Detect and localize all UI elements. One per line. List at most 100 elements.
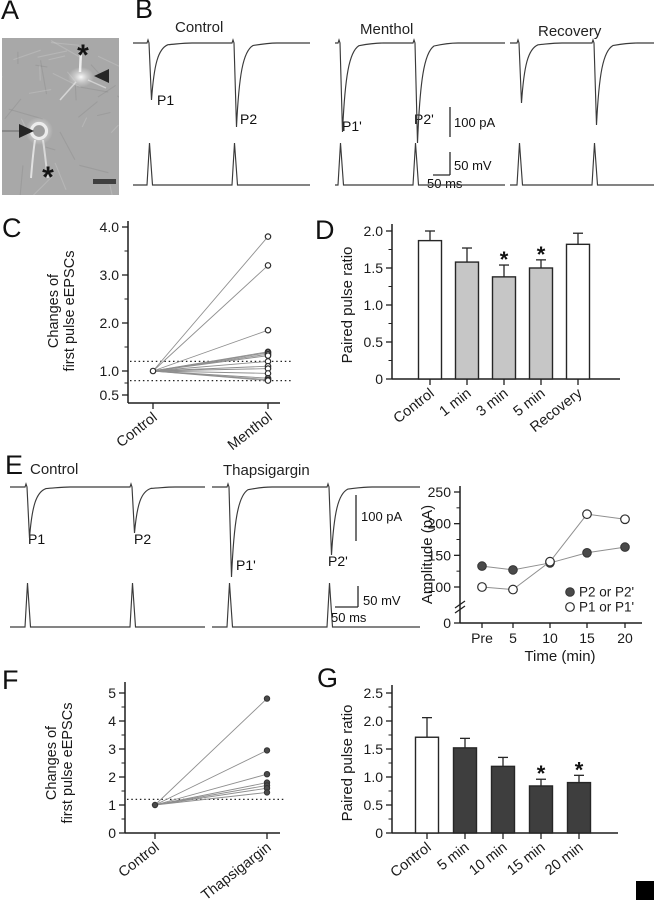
pulse-label-p2-prime-e: P2' <box>328 553 348 569</box>
tissue-fiber <box>79 164 109 174</box>
x-category-label: 5 min <box>435 840 473 874</box>
pair-line <box>152 355 269 372</box>
tissue-fiber <box>39 60 48 95</box>
y-axis-label: Amplitude (pA) <box>419 505 436 604</box>
tissue-fiber <box>45 146 56 151</box>
x-category-label: Control <box>388 840 435 881</box>
y-tick-label: 2.5 <box>364 685 384 701</box>
y-tick-label: 0 <box>375 371 383 387</box>
tissue-fiber <box>59 131 76 161</box>
tissue-fiber <box>81 117 88 128</box>
pulse-label-p1-e: P1 <box>28 531 46 547</box>
pair-line <box>154 782 268 806</box>
y-tick-label: 150 <box>428 547 452 563</box>
pulse-label-p1: P1 <box>157 92 175 108</box>
x-category-label: Control <box>391 386 438 427</box>
bar-3-min <box>491 276 517 380</box>
y-tick-label: 100 <box>428 579 452 595</box>
x-tick-label: 10 <box>542 630 558 646</box>
neuron-soma-glow <box>68 67 94 87</box>
chart-f-svg: 0 1 2 3 4 5 Control Thapsigargin Changes of first… <box>44 682 284 900</box>
y-tick-label: 250 <box>428 484 452 500</box>
current-trace <box>212 482 420 578</box>
voltage-trace <box>335 142 505 186</box>
data-point-open <box>264 262 272 269</box>
data-point-open <box>264 352 272 359</box>
x-category-label: Thapsigargin <box>199 840 275 900</box>
y-axis-label: Paired pulse ratio <box>339 247 356 364</box>
tissue-fiber <box>97 84 116 98</box>
pulse-label-p2-e: P2 <box>134 531 152 547</box>
y-tick-label: 2.0 <box>100 315 120 331</box>
pulse-label-p1-prime: P1' <box>342 118 362 134</box>
tissue-fiber <box>96 111 111 117</box>
data-point-filled <box>582 548 592 558</box>
significance-asterisk: * <box>575 757 584 782</box>
panel-label-a: A <box>1 0 20 25</box>
scale-label-current: 100 pA <box>454 115 496 130</box>
bar-5-min <box>528 267 554 380</box>
neuron-process <box>87 79 107 89</box>
pair-line <box>154 784 268 806</box>
y-tick-label: 2.0 <box>364 713 384 729</box>
y-tick-label: 4 <box>108 713 116 729</box>
data-point-open <box>582 509 592 520</box>
y-tick-label: 1.0 <box>364 769 384 785</box>
tissue-fiber <box>19 165 24 195</box>
y-tick-label: 2.0 <box>364 223 384 239</box>
neuron-process <box>59 81 77 101</box>
axis-break <box>454 600 466 614</box>
bar-control <box>414 736 440 834</box>
significance-asterisk: * <box>537 761 546 786</box>
data-point-open <box>149 367 157 375</box>
neuron-process <box>78 49 83 73</box>
significance-asterisk: * <box>537 242 546 267</box>
pair-line <box>154 749 268 806</box>
y-tick-label: 0.5 <box>364 334 384 350</box>
pair-line <box>154 698 268 806</box>
panel-label-g: G <box>317 663 339 693</box>
tissue-fiber <box>4 98 22 120</box>
pair-line <box>152 329 269 372</box>
x-tick-label: Pre <box>471 630 493 646</box>
x-category-label: Menthol <box>225 410 276 454</box>
data-point-filled <box>263 771 271 778</box>
pair-line <box>154 773 268 806</box>
y-tick-label: 0 <box>443 615 451 631</box>
panel-label-e: E <box>5 450 24 480</box>
neuron-process <box>30 139 36 179</box>
x-category-label: 1 min <box>437 386 475 420</box>
x-tick-label: 15 <box>579 630 595 646</box>
y-tick-label: 1.0 <box>100 363 120 379</box>
current-trace <box>335 38 505 144</box>
scale-label-voltage: 50 mV <box>454 158 492 173</box>
y-tick-label: 4.0 <box>100 219 120 235</box>
tissue-fiber <box>37 50 68 58</box>
y-tick-label: 0 <box>375 825 383 841</box>
panel-b-traces-svg <box>133 38 654 186</box>
x-category-label: 15 min <box>504 840 548 879</box>
pulse-label-p1-prime-e: P1' <box>236 557 256 573</box>
data-point-filled <box>508 565 518 575</box>
y-tick-label: 200 <box>428 516 452 532</box>
chart-e-amplitude-time: 0 100 150 200 250 Pre 5 10 15 20 Time (min) P2 or P… <box>419 462 654 680</box>
current-trace <box>510 38 654 126</box>
chart-d-paired-pulse-ratio-menthol: 0 0.5 1.0 1.5 2.0 * * Control 1 min 3 min 5 min Rec… <box>338 212 654 450</box>
scale-label-time: 50 ms <box>427 176 463 191</box>
data-point-filled <box>565 587 575 597</box>
chart-c-svg: 0.5 1.0 2.0 3.0 4.0 Control Menthol Changes of f… <box>46 219 292 454</box>
bar-recovery <box>565 243 591 380</box>
x-category-label: 20 min <box>542 840 586 879</box>
condition-label-recovery: Recovery <box>538 23 602 40</box>
current-trace <box>133 38 310 128</box>
data-point-open <box>565 602 575 612</box>
condition-label-control: Control <box>175 19 224 36</box>
tissue-fiber <box>110 124 119 134</box>
scale-label-current-e: 100 pA <box>361 509 403 524</box>
panel-b-traces: Control Menthol Recovery P1 P2 P1' P2' 1… <box>128 12 654 204</box>
chart-f-paired-eepsc-thapsigargin: 0 1 2 3 4 5 Control Thapsigargin Changes of first… <box>28 668 320 900</box>
panel-e-traces-svg <box>10 482 420 628</box>
tissue-fiber <box>48 55 66 61</box>
y-tick-label: 3.0 <box>100 267 120 283</box>
